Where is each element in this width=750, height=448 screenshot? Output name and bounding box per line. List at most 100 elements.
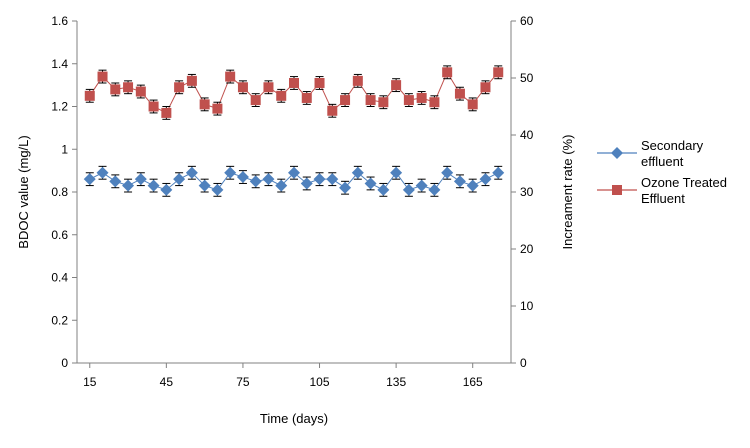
- data-point: [442, 67, 453, 78]
- data-point: [109, 175, 122, 188]
- data-point: [390, 166, 403, 179]
- data-point: [492, 166, 505, 179]
- x-tick-label: 165: [463, 375, 483, 389]
- y-tick-label: 0.6: [51, 228, 68, 242]
- data-point: [378, 97, 389, 108]
- x-tick-label: 15: [83, 375, 97, 389]
- y2-tick-label: 20: [520, 242, 534, 256]
- y2-tick-label: 0: [520, 356, 527, 370]
- data-point: [377, 183, 390, 196]
- y2-tick-label: 30: [520, 185, 534, 199]
- data-point: [262, 173, 275, 186]
- data-point: [83, 173, 96, 186]
- data-point: [122, 179, 135, 192]
- y-tick-label: 0.4: [51, 271, 68, 285]
- y2-axis-title: Increament rate (%): [560, 135, 575, 250]
- data-point: [134, 173, 147, 186]
- data-point: [365, 95, 376, 106]
- y-tick-label: 0: [61, 356, 68, 370]
- data-point: [467, 99, 478, 110]
- legend-entry-ozone-treated-effluent: Ozone Treated Effluent: [597, 175, 727, 206]
- data-point: [84, 90, 95, 101]
- data-point: [466, 179, 479, 192]
- data-point: [416, 92, 427, 103]
- data-point: [97, 71, 108, 82]
- data-point: [237, 82, 248, 93]
- data-point: [161, 107, 172, 118]
- data-point: [211, 183, 224, 196]
- data-point: [225, 71, 236, 82]
- y-tick-label: 1.4: [51, 57, 68, 71]
- series-layer: [83, 65, 505, 197]
- data-point: [263, 82, 274, 93]
- data-point: [493, 67, 504, 78]
- legend-label: Ozone Treated Effluent: [641, 175, 727, 206]
- data-point: [454, 88, 465, 99]
- data-point: [352, 75, 363, 86]
- x-tick-label: 45: [160, 375, 174, 389]
- x-tick-label: 75: [236, 375, 250, 389]
- data-point: [289, 77, 299, 88]
- data-point: [441, 166, 454, 179]
- data-point: [327, 105, 338, 116]
- axes: 0 0.2 0.4 0.6 0.8 1 1.2 1.4 1.6 0 10 20 30 40 50 60 15 45…: [51, 14, 533, 389]
- x-axis-title: Time (days): [260, 411, 328, 426]
- y-axis-title: BDOC value (mg/L): [16, 135, 31, 248]
- data-point: [429, 97, 440, 108]
- data-point: [453, 175, 466, 188]
- data-point: [249, 175, 262, 188]
- data-point: [479, 173, 492, 186]
- data-point: [135, 86, 146, 97]
- data-point: [326, 173, 339, 186]
- series-ozone-treated-effluent: [84, 65, 504, 120]
- y-tick-label: 0.2: [51, 313, 68, 327]
- data-point: [96, 166, 109, 179]
- data-point: [415, 179, 428, 192]
- data-point: [314, 77, 325, 88]
- data-point: [313, 173, 326, 186]
- data-point: [160, 183, 173, 196]
- data-point: [275, 179, 288, 192]
- y-tick-label: 1: [61, 142, 68, 156]
- y-tick-label: 1.6: [51, 14, 68, 28]
- legend-marker: [612, 185, 622, 195]
- data-point: [236, 171, 249, 184]
- data-point: [185, 166, 198, 179]
- data-point: [224, 166, 237, 179]
- y-tick-label: 1.2: [51, 100, 68, 114]
- legend-marker: [611, 147, 623, 159]
- data-point: [250, 95, 261, 106]
- data-point: [301, 92, 312, 103]
- data-point: [402, 183, 415, 196]
- y2-tick-label: 60: [520, 14, 534, 28]
- series-secondary-effluent: [83, 165, 505, 197]
- data-point: [110, 84, 121, 95]
- data-point: [364, 177, 377, 190]
- y-tick-label: 0.8: [51, 185, 68, 199]
- data-point: [403, 95, 414, 106]
- data-point: [480, 82, 491, 93]
- data-point: [147, 179, 160, 192]
- data-point: [123, 82, 134, 93]
- y2-tick-label: 50: [520, 71, 534, 85]
- data-point: [186, 75, 197, 86]
- x-tick-label: 135: [386, 375, 406, 389]
- data-point: [198, 179, 211, 192]
- data-point: [174, 82, 185, 93]
- data-point: [339, 181, 352, 194]
- y2-tick-label: 40: [520, 128, 534, 142]
- data-point: [148, 101, 159, 112]
- legend-entry-secondary-effluent: Secondary effluent: [597, 138, 704, 169]
- data-point: [199, 99, 210, 110]
- y2-tick-label: 10: [520, 299, 534, 313]
- data-point: [212, 103, 223, 114]
- legend: Secondary effluent Ozone Treated Effluent: [597, 138, 727, 206]
- data-point: [288, 166, 300, 179]
- x-tick-label: 105: [310, 375, 330, 389]
- data-point: [300, 177, 313, 190]
- data-point: [276, 90, 287, 101]
- data-point: [351, 166, 364, 179]
- data-point: [391, 80, 402, 91]
- data-point: [340, 95, 351, 106]
